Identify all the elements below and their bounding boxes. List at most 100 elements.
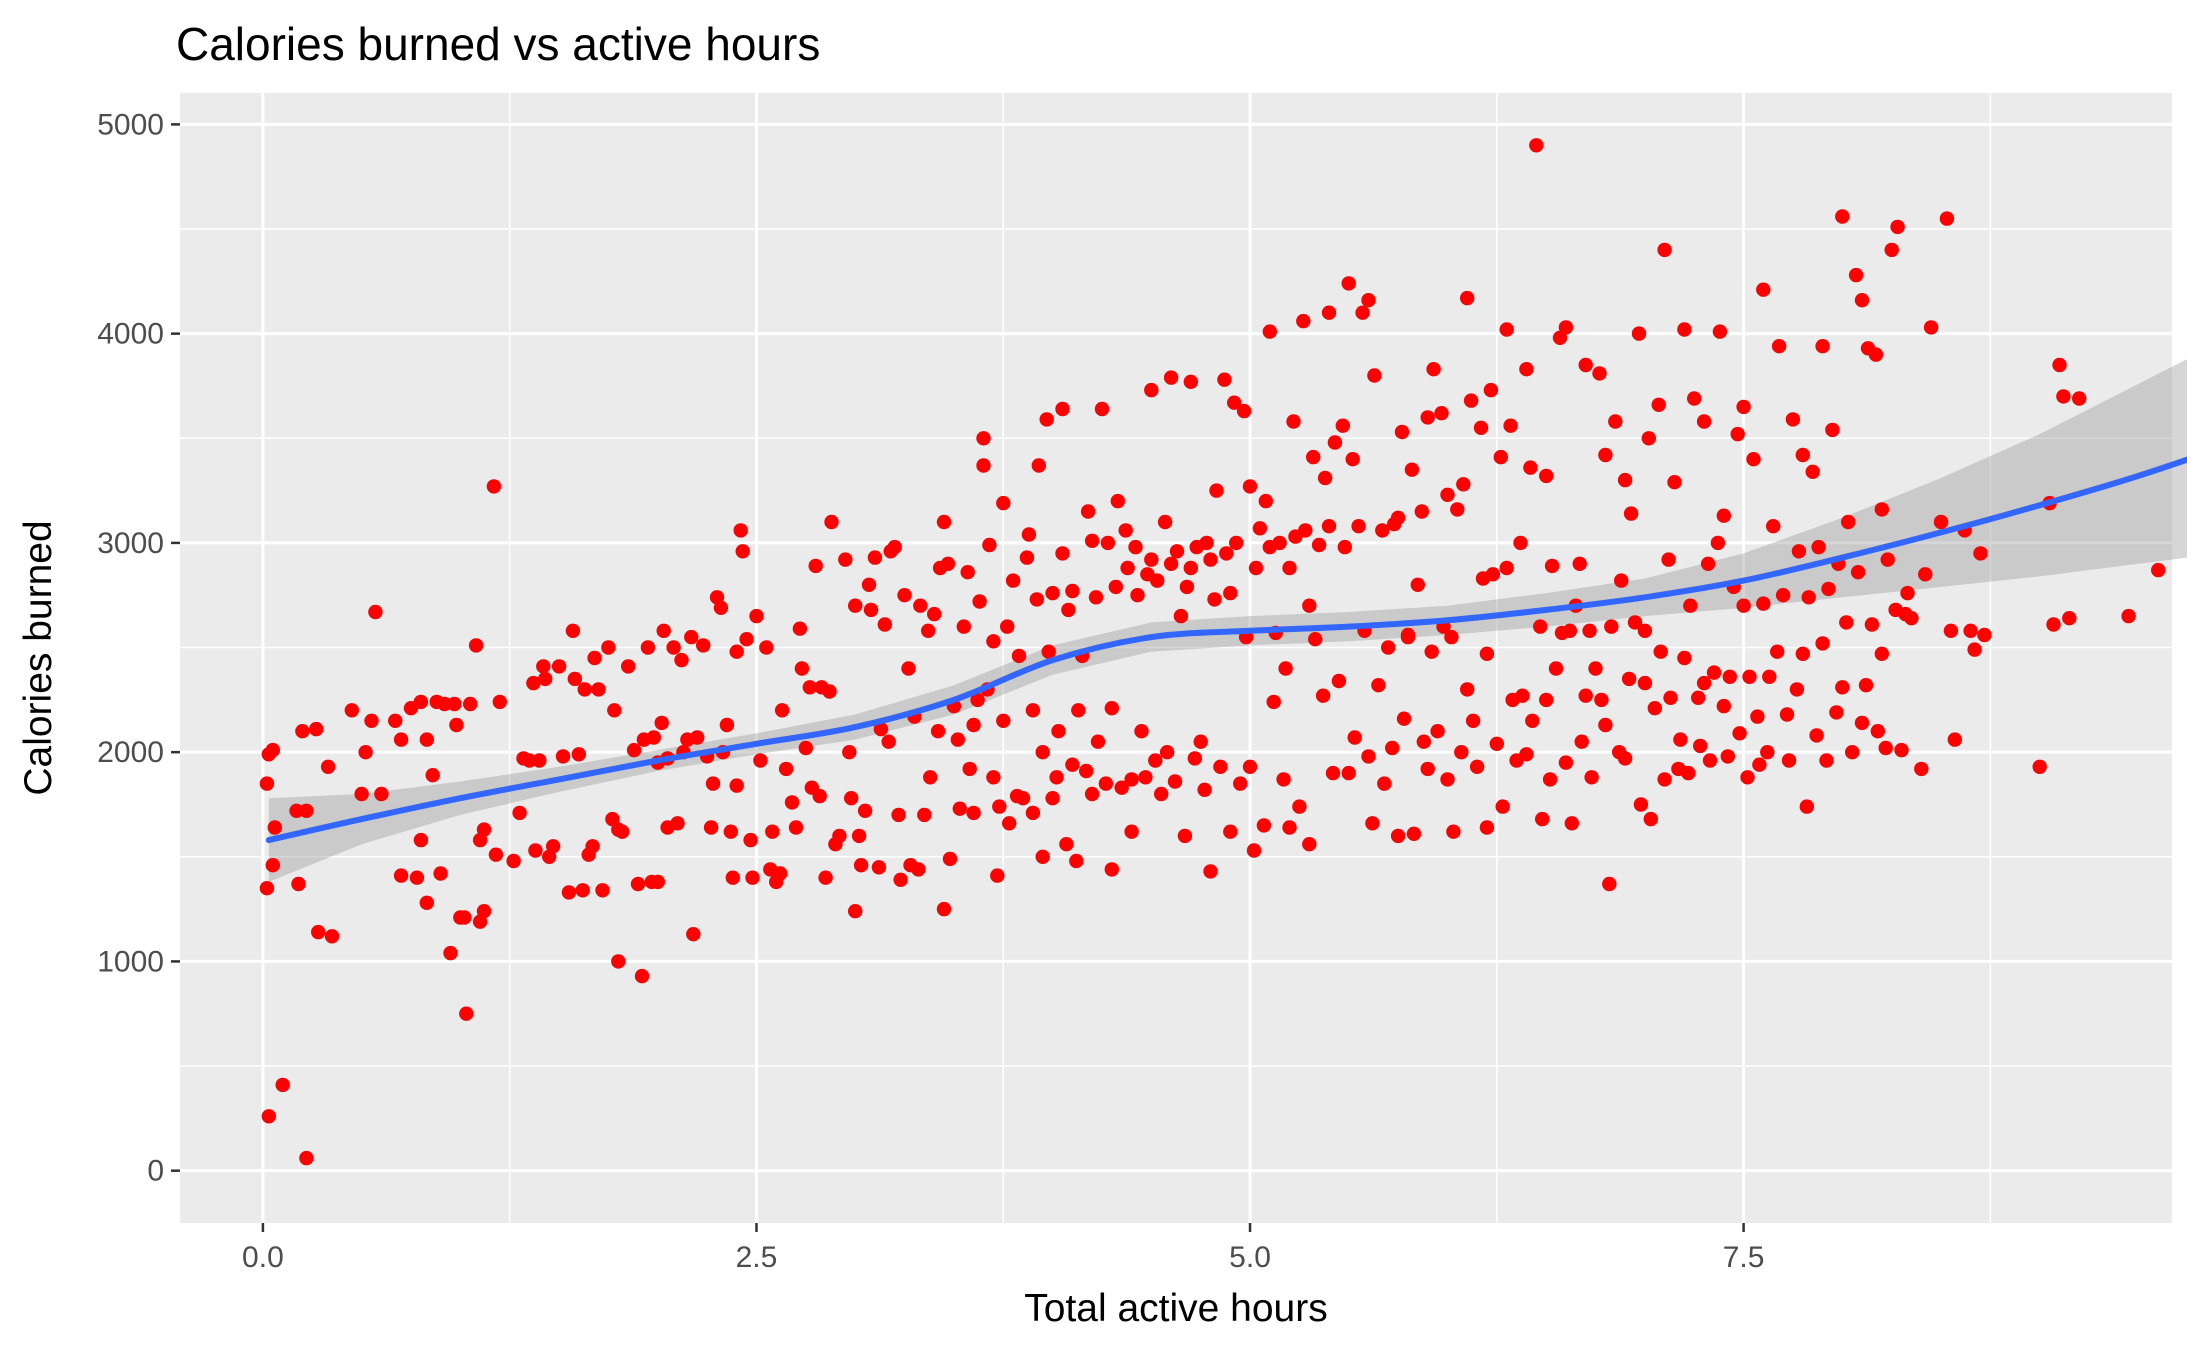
data-point	[986, 770, 1001, 785]
data-point	[324, 929, 340, 944]
data-point	[1465, 713, 1481, 728]
data-point	[1272, 535, 1287, 551]
data-point	[798, 740, 813, 756]
data-point	[1598, 447, 1613, 463]
data-point	[861, 577, 877, 592]
data-point	[1874, 646, 1890, 661]
chart-title: Calories burned vs active hours	[176, 18, 820, 70]
data-point	[1302, 837, 1317, 852]
data-point	[842, 745, 857, 760]
data-point	[1434, 406, 1449, 421]
data-point	[1256, 818, 1272, 833]
data-point	[1663, 690, 1678, 705]
data-point	[670, 816, 685, 831]
data-point	[1775, 588, 1791, 603]
data-point	[1440, 772, 1455, 787]
data-point	[1390, 510, 1406, 525]
data-point	[1939, 211, 1955, 226]
data-point	[1795, 447, 1811, 463]
data-point	[1104, 862, 1120, 877]
data-point	[1967, 642, 1982, 657]
data-point	[1746, 452, 1761, 467]
data-point	[1977, 627, 1992, 643]
data-point	[853, 858, 869, 873]
data-point	[1637, 623, 1653, 638]
data-point	[1667, 475, 1682, 490]
data-point	[1578, 357, 1593, 373]
data-point	[1604, 619, 1619, 634]
data-point	[1088, 590, 1104, 605]
data-point	[1296, 313, 1311, 329]
data-point	[1278, 661, 1293, 676]
data-point	[413, 694, 429, 710]
data-point	[1602, 876, 1617, 892]
data-point	[1621, 671, 1637, 687]
data-point	[1706, 665, 1722, 680]
data-point	[1623, 506, 1639, 521]
data-point	[585, 839, 600, 854]
data-point	[1870, 724, 1886, 739]
data-point	[634, 968, 650, 984]
data-point	[1055, 401, 1070, 417]
data-point	[794, 661, 810, 676]
data-point	[1657, 772, 1672, 787]
data-point	[463, 696, 478, 712]
data-point	[696, 638, 711, 653]
data-point	[1051, 724, 1066, 739]
data-point	[1325, 765, 1341, 781]
data-point	[773, 866, 788, 881]
data-point	[1365, 816, 1380, 831]
data-point	[646, 730, 661, 745]
data-point	[1298, 523, 1313, 538]
data-point	[1693, 738, 1708, 754]
data-points	[259, 138, 2166, 1166]
data-point	[1756, 282, 1771, 297]
data-point	[1114, 780, 1129, 795]
data-point	[449, 717, 464, 733]
data-point	[1572, 556, 1587, 571]
data-point	[1722, 669, 1738, 684]
data-point	[1533, 619, 1548, 634]
data-point	[1766, 519, 1781, 534]
data-point	[1756, 596, 1771, 611]
data-point	[1207, 592, 1222, 607]
data-point	[1124, 772, 1139, 787]
data-point	[1183, 374, 1199, 389]
data-point	[848, 598, 863, 613]
data-point	[289, 803, 304, 818]
data-point	[1781, 753, 1797, 768]
data-point	[476, 904, 492, 919]
data-point	[1035, 745, 1050, 760]
data-point	[1124, 824, 1139, 839]
data-point	[1090, 734, 1106, 749]
data-point	[986, 634, 1001, 649]
data-point	[1308, 632, 1323, 647]
data-point	[930, 724, 946, 739]
data-point	[1821, 581, 1836, 597]
y-tick-label: 4000	[97, 318, 164, 351]
data-point	[1355, 305, 1370, 320]
data-point	[1071, 703, 1086, 718]
data-point	[966, 805, 981, 821]
data-point	[844, 791, 859, 806]
data-point	[960, 565, 975, 580]
data-point	[1848, 267, 1864, 283]
data-point	[1710, 535, 1726, 551]
data-point	[611, 954, 626, 969]
data-point	[526, 675, 541, 691]
data-point	[1647, 701, 1663, 716]
data-point	[1582, 623, 1597, 638]
data-point	[1811, 539, 1826, 555]
data-point	[1179, 579, 1195, 595]
data-point	[259, 881, 275, 896]
data-point	[1029, 592, 1045, 607]
data-point	[1535, 811, 1550, 827]
data-point	[1120, 560, 1135, 576]
data-point	[607, 703, 622, 718]
data-point	[654, 715, 669, 731]
data-point	[857, 803, 873, 818]
y-axis-ticks: 0 1000 2000 3000 4000 5000	[97, 108, 180, 1188]
x-tick-label: 0.0	[242, 1241, 284, 1274]
data-point	[1000, 619, 1015, 634]
data-point	[1539, 692, 1554, 708]
